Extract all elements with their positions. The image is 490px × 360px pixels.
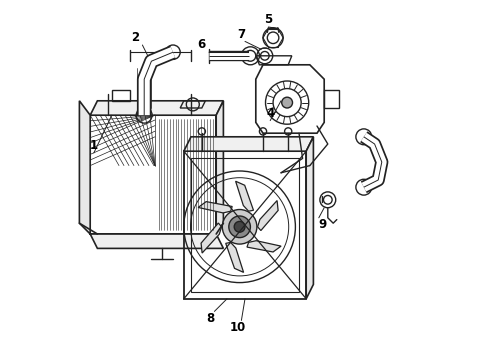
Text: 2: 2	[131, 31, 139, 44]
Polygon shape	[198, 202, 232, 213]
Text: 6: 6	[197, 39, 206, 51]
Polygon shape	[184, 137, 314, 151]
Polygon shape	[247, 241, 281, 252]
Polygon shape	[258, 201, 278, 230]
Text: 5: 5	[264, 13, 272, 26]
Polygon shape	[216, 101, 223, 234]
Polygon shape	[306, 137, 314, 299]
Polygon shape	[79, 101, 90, 234]
Text: 7: 7	[237, 28, 245, 41]
Text: 10: 10	[230, 321, 246, 334]
Text: 1: 1	[90, 139, 98, 152]
Text: 3: 3	[378, 159, 386, 172]
Text: 4: 4	[266, 107, 274, 120]
Circle shape	[234, 221, 245, 232]
Text: 9: 9	[318, 219, 326, 231]
Polygon shape	[90, 234, 223, 248]
Polygon shape	[90, 101, 223, 115]
Polygon shape	[236, 181, 253, 211]
Polygon shape	[226, 242, 244, 273]
Circle shape	[222, 210, 257, 244]
Circle shape	[229, 216, 250, 238]
Circle shape	[282, 97, 293, 108]
Polygon shape	[201, 223, 221, 253]
Text: 8: 8	[207, 312, 215, 325]
